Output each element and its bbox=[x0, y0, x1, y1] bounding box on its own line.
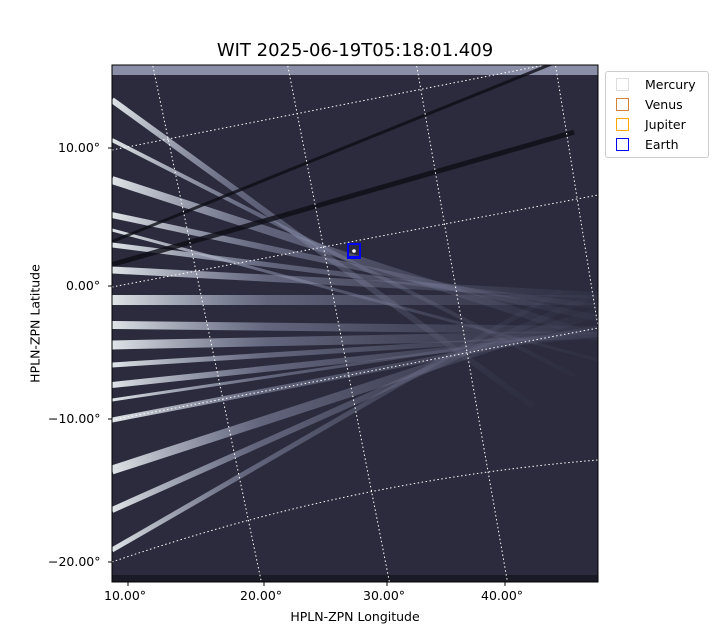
chart-title: WIT 2025-06-19T05:18:01.409 bbox=[216, 40, 494, 61]
x-tick-label: 10.00° bbox=[104, 588, 147, 603]
earth-marker bbox=[347, 243, 361, 259]
x-tick-label: 40.00° bbox=[481, 588, 524, 603]
streak bbox=[112, 228, 598, 367]
x-tick-label: 20.00° bbox=[240, 588, 283, 603]
legend-item-earth: Earth bbox=[616, 134, 679, 154]
streak bbox=[112, 295, 598, 305]
coordinate-grid bbox=[112, 65, 598, 582]
streaks bbox=[112, 65, 598, 553]
streak bbox=[112, 295, 589, 513]
streak bbox=[112, 322, 598, 402]
y-tick-label: 0.00° bbox=[66, 278, 101, 293]
x-axis-label: HPLN-ZPN Longitude bbox=[290, 609, 420, 624]
jupiter-swatch-icon bbox=[616, 117, 629, 131]
y-tick-label: −20.00° bbox=[48, 554, 101, 569]
legend-item-mercury: Mercury bbox=[616, 74, 696, 94]
dark-streak bbox=[112, 129, 575, 267]
streak bbox=[112, 321, 598, 335]
legend-item-jupiter: Jupiter bbox=[616, 114, 686, 134]
streak bbox=[112, 287, 564, 553]
streak bbox=[112, 266, 598, 301]
legend: Mercury Venus Jupiter Earth bbox=[605, 71, 709, 158]
x-tick-label: 30.00° bbox=[363, 588, 406, 603]
y-tick-label: 10.00° bbox=[58, 140, 101, 155]
venus-swatch-icon bbox=[616, 97, 629, 111]
legend-item-venus: Venus bbox=[616, 94, 683, 114]
earth-swatch-icon bbox=[616, 137, 629, 151]
y-tick-label: −10.00° bbox=[48, 411, 101, 426]
legend-label: Venus bbox=[645, 96, 683, 112]
legend-label: Earth bbox=[645, 136, 679, 152]
dark-streak bbox=[112, 65, 559, 243]
y-axis-label: HPLN-ZPN Latitude bbox=[27, 264, 43, 383]
mercury-swatch-icon bbox=[616, 77, 629, 91]
legend-label: Jupiter bbox=[645, 116, 686, 132]
legend-label: Mercury bbox=[645, 76, 696, 92]
